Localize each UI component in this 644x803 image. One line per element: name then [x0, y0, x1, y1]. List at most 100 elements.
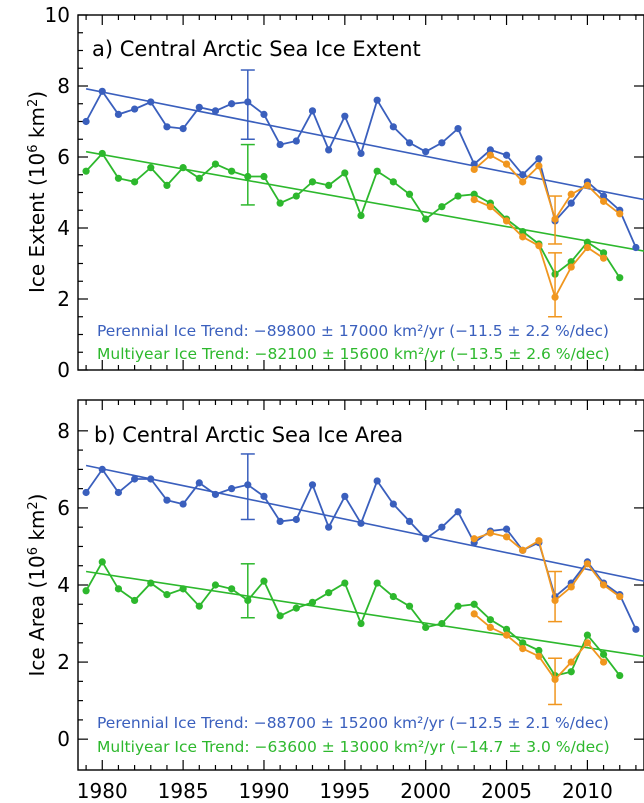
- panel-b-perennial-point-1990: [260, 492, 268, 500]
- panel-a-alt_multiyear-point-2004: [486, 203, 494, 211]
- panel-b-multiyear-point-2010: [583, 631, 592, 639]
- panel-a-perennial-point-1999: [405, 139, 414, 147]
- panel-b-multiyear-point-1997: [373, 579, 381, 587]
- panel-b-multiyear-point-2007: [535, 646, 543, 655]
- panel-a-perennial-point-1984: [163, 123, 171, 131]
- panel-a-alt_perennial-point-2009: [567, 190, 575, 198]
- panel-a-multiyear-point-1992: [292, 192, 300, 200]
- panel-a-ice-extent: a) Central Arctic Sea Ice Extent Ice Ext…: [25, 3, 644, 382]
- panel-b-y-ticks: 0 2 4 6 8: [57, 419, 644, 751]
- panel-a-perennial-point-1994: [325, 146, 333, 154]
- panel-a-multiyear-point-1997: [373, 167, 381, 175]
- panel-a-alt_multiyear-point-2003: [470, 196, 478, 204]
- panel-b-perennial-point-2002: [454, 508, 462, 516]
- panel-a-alt_perennial-point-2004: [486, 151, 494, 159]
- panel-b-multiyear-point-1986: [195, 602, 203, 610]
- panel-a-multiyear-point-1986: [195, 174, 203, 182]
- panel-b-multiyear-point-1991: [276, 612, 284, 620]
- panel-a-alt_perennial-point-2011: [599, 197, 608, 205]
- panel-a-y-ticks: 0 2 4 6 8 10: [45, 3, 644, 382]
- panel-b-perennial-point-1988: [228, 485, 236, 493]
- panel-a-multiyear-point-2012: [616, 274, 624, 282]
- x-tick-label-1995: 1995: [319, 779, 370, 803]
- panel-a-perennial-point-1980: [98, 87, 106, 95]
- panel-b-ylabel-main: Ice Area (10: [25, 555, 49, 676]
- panel-b-ytick-label: 2: [57, 650, 70, 674]
- panel-b-multiyear-point-1984: [163, 591, 171, 599]
- panel-a-alt_perennial-point-2003: [470, 165, 478, 174]
- panel-b-alt_perennial-point-2004: [486, 529, 494, 537]
- panel-a-perennial-point-2003: [470, 160, 478, 168]
- panel-a-perennial-point-1997: [373, 96, 381, 104]
- panel-a-perennial-point-2007: [535, 155, 543, 163]
- panel-a-perennial-point-1987: [211, 107, 220, 115]
- panel-a-multiyear-point-2000: [422, 215, 430, 223]
- panel-a-perennial-point-1981: [114, 110, 123, 118]
- panel-b-multiyear-point-2000: [422, 623, 430, 631]
- panel-b-perennial-point-1993: [308, 481, 317, 489]
- panel-b-alt_multiyear-series-line: [473, 613, 605, 681]
- x-tick-label-1990: 1990: [239, 779, 290, 803]
- panel-b-multiyear-point-1979: [82, 587, 90, 595]
- panel-a-multiyear-point-1995: [341, 169, 349, 177]
- panel-a-perennial-point-2006: [519, 171, 527, 179]
- panel-b-multiyear-point-1998: [389, 592, 397, 601]
- panel-b-perennial-series-line: [85, 467, 637, 630]
- panel-a-multiyear-point-1991: [276, 199, 284, 207]
- panel-a-perennial-point-2009: [567, 199, 575, 207]
- panel-b-multiyear-point-2011: [599, 650, 608, 658]
- panel-b-alt_perennial-series-line: [473, 532, 621, 602]
- panel-b-perennial-point-1980: [98, 465, 106, 473]
- panel-a-ytick-label: 4: [57, 216, 70, 240]
- panel-a-multiyear-point-1988: [228, 167, 236, 175]
- panel-a-perennial-point-2011: [599, 192, 608, 200]
- panel-a-perennial-point-1979: [82, 117, 90, 126]
- panel-b-multiyear-point-1992: [292, 604, 300, 612]
- panel-b-multiyear-point-1993: [308, 598, 317, 606]
- x-tick-label-1985: 1985: [158, 779, 209, 803]
- panel-a-multiyear-point-2006: [519, 227, 527, 236]
- panel-b-alt_perennial-point-2011: [599, 581, 608, 589]
- panel-a-multiyear-point-1981: [114, 174, 123, 182]
- panel-b-perennial-point-1997: [373, 477, 381, 485]
- panel-b-perennial-point-1986: [195, 479, 203, 487]
- panel-b-ytick-label: 8: [57, 419, 70, 443]
- panel-b-alt_multiyear-point-2005: [502, 631, 511, 639]
- panel-b-multiyear-point-1983: [147, 579, 155, 587]
- panel-b-perennial-point-1998: [389, 500, 397, 508]
- panel-a-perennial-point-2001: [438, 139, 446, 147]
- panel-a-alt_multiyear-point-2007: [535, 242, 543, 250]
- panel-b-marks: [82, 453, 644, 706]
- panel-a-multiyear-point-1982: [131, 178, 139, 186]
- panel-a-perennial-point-1995: [341, 112, 349, 120]
- panel-a-perennial-point-2000: [422, 148, 430, 156]
- panel-b-multiyear-point-2009: [567, 668, 575, 676]
- panel-b-alt_perennial-point-2005: [502, 533, 511, 541]
- panel-b-multiyear-point-2002: [454, 602, 462, 610]
- panel-b-alt_perennial-point-2010: [583, 560, 592, 568]
- panel-b-perennial-point-1987: [211, 490, 220, 499]
- panel-b-multiyear-point-2003: [470, 600, 478, 608]
- panel-a-multiyear-point-2002: [454, 192, 462, 200]
- panel-a-multiyear-point-2001: [438, 203, 446, 211]
- panel-a-ylabel-sup: 6: [26, 144, 41, 152]
- panel-b-perennial-point-1984: [163, 496, 171, 504]
- panel-b-multiyear-point-1988: [228, 585, 236, 593]
- panel-b-perennial-point-1994: [325, 523, 333, 531]
- panel-b-multiyear-point-2006: [519, 639, 527, 647]
- panel-b-perennial-point-1996: [357, 519, 365, 527]
- panel-a-multiyear-point-1998: [389, 178, 397, 186]
- panel-b-perennial-point-1985: [179, 500, 187, 508]
- panel-b-multiyear-point-1996: [357, 619, 365, 628]
- panel-b-perennial-trend-line: [85, 464, 644, 582]
- panel-b-alt_multiyear-point-2010: [583, 639, 592, 647]
- panel-b-multiyear-point-2001: [438, 619, 446, 628]
- panel-b-alt_perennial-point-2009: [567, 583, 575, 591]
- panel-b-ylabel-sup: 6: [26, 547, 41, 555]
- panel-a-alt_multiyear-point-2005: [502, 217, 511, 225]
- panel-a-multiyear-point-1996: [357, 211, 365, 220]
- panel-a-perennial-point-1985: [179, 125, 187, 133]
- panel-b-ytick-label: 4: [57, 573, 70, 597]
- panel-a-perennial-trend-line: [85, 88, 644, 201]
